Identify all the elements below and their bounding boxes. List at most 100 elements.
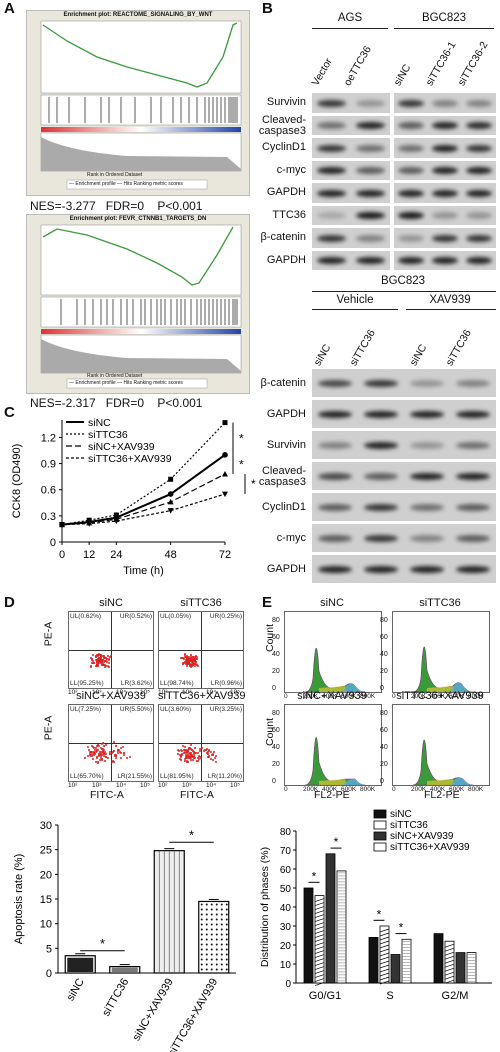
flow-dot-3-97	[185, 754, 188, 757]
wb2-band-5-0	[317, 535, 353, 542]
cycle-g1-peak-3	[412, 739, 474, 785]
apop-bar-dot-3-134-222	[220, 938, 223, 941]
flow-dot-3-82	[179, 754, 182, 757]
flow-dot-0-27	[104, 666, 107, 669]
flow-dot-3-64	[186, 757, 189, 760]
flow-dot-2-9	[122, 745, 125, 748]
wb2-band-0-3	[455, 380, 491, 387]
phases-ytick-label-1: 10	[280, 960, 292, 971]
flow-dot-1-96	[185, 659, 188, 662]
wb1-label-2: CyclinD1	[261, 141, 306, 154]
wb2-band-3-2	[409, 473, 445, 480]
flow-dot-3-99	[215, 754, 218, 757]
phases-legend-swatch-2	[373, 831, 387, 841]
wb2-group-line-2	[406, 309, 496, 310]
flow-dot-1-45	[196, 658, 199, 661]
apop-bar-dot-3-129-202	[200, 933, 203, 936]
gsea-graph-1	[40, 20, 242, 190]
flow-ur-0: UR(0.52%)	[119, 613, 152, 620]
flow-dot-0-46	[90, 665, 93, 668]
flow-dot-2-102	[95, 756, 98, 759]
flow-dot-0-106	[102, 660, 105, 663]
flow-dot-1-98	[189, 658, 192, 661]
cycle-xtick-0-0: 0	[284, 693, 288, 700]
wb2-cell-label: BGC823	[380, 275, 426, 287]
flow-dot-0-85	[92, 660, 95, 663]
flow-dot-1-58	[186, 660, 189, 663]
flow-dot-3-101	[186, 749, 189, 752]
flow-dot-3-86	[205, 752, 208, 755]
flow-title-3: siTTC36+XAV939	[158, 690, 246, 702]
wb2-band-0-0	[317, 380, 353, 387]
apop-bar-dot-3-99-207	[205, 903, 208, 906]
flow-dot-0-92	[97, 654, 100, 657]
apop-bar-dot-3-109-222	[220, 913, 223, 916]
phases-legend-2: siNC+XAV939	[390, 831, 454, 842]
wb1-band-5-1	[355, 212, 386, 220]
apop-bar-dot-3-134-207	[205, 938, 208, 941]
cck8-xtick-label-0: 0	[59, 549, 65, 561]
wb1-row-7-seg-0	[312, 250, 390, 270]
wb2-label-4: CyclinD1	[261, 500, 306, 513]
flow-vgate-2	[111, 705, 112, 781]
wb1-band-6-4	[466, 234, 492, 242]
phases-hatch-1-1-164	[379, 968, 390, 973]
flow-dot-0-109	[95, 664, 98, 667]
phases-hatch-2-1-159	[444, 963, 455, 968]
wb1-row-2-seg-0	[312, 138, 390, 158]
flow-dot-3-61	[186, 761, 189, 764]
wb1-row-3-seg-0	[312, 160, 390, 180]
flow-dot-0-91	[96, 662, 99, 665]
flow-dot-3-6	[195, 760, 198, 763]
apop-bar-dot-3-164-212	[210, 968, 213, 971]
cycle-xtick-2-3: 600K	[341, 786, 357, 793]
flow-dot-2-53	[98, 744, 101, 747]
apop-ytick-label-2: 10	[40, 919, 52, 931]
phases-legend-3: siTTC36+XAV939	[390, 842, 470, 853]
flow-dot-2-37	[94, 746, 97, 749]
panel-label-d: D	[4, 594, 15, 611]
wb2-label-6: GAPDH	[266, 562, 306, 575]
flow-dot-2-28	[111, 750, 114, 753]
flow-dot-2-81	[95, 760, 98, 763]
wb1-band-3-3	[432, 167, 458, 175]
wb1-row-6-seg-1	[394, 228, 496, 248]
wb2-band-2-3	[455, 442, 491, 449]
wb1-col-3: siNC	[391, 62, 414, 88]
apop-bar-dot-3-119-212	[210, 923, 213, 926]
cck8-point-1-3	[168, 476, 174, 482]
cck8-line-chart: 0 0.3 0.6 0.9 1.2 0 12 24 48 72 Time (h) CCK8 (OD49…	[11, 417, 256, 577]
flow-dot-3-2	[206, 755, 209, 758]
flow-dot-0-6	[89, 666, 92, 669]
cck8-point-0-4	[222, 452, 228, 458]
wb1-row-6-seg-0	[312, 228, 390, 248]
flow-xtick-2-2: 10⁴	[116, 782, 127, 789]
phases-hatch-0-1-94	[314, 898, 325, 902]
apop-bar-dot-3-139-202	[200, 943, 203, 946]
wb2-row-4-seg-0	[312, 493, 496, 521]
flow-dot-0-102	[101, 654, 104, 657]
apop-bar-fill-1	[111, 967, 138, 972]
flow-dot-3-80	[205, 748, 208, 751]
flow-dot-3-30	[179, 756, 182, 759]
flow-dot-2-107	[101, 754, 104, 757]
flow-dot-2-59	[110, 752, 113, 755]
phases-hatch-0-1-158	[314, 962, 325, 966]
wb1-band-2-1	[355, 144, 386, 152]
flow-dot-3-52	[215, 760, 218, 763]
phases-hatch-1-1-128	[379, 932, 390, 937]
wb1-band-0-2	[398, 99, 424, 107]
flow-dot-2-100	[90, 752, 93, 755]
wb1-row-5-seg-1	[394, 205, 496, 225]
apop-bar-dot-3-154-217	[215, 958, 218, 961]
phases-ytick-label-5: 50	[280, 884, 292, 895]
flow-dot-2-79	[103, 748, 106, 751]
flow-dot-1-80	[190, 653, 193, 656]
phases-hatch-2-1-151	[444, 955, 455, 960]
flow-lr-3: LR(11.20%)	[207, 773, 242, 780]
flow-dot-0-100	[99, 662, 102, 665]
flow-dot-2-57	[93, 752, 96, 755]
cck8-xtick-label-1: 12	[83, 549, 95, 561]
flow-dot-2-91	[100, 757, 103, 760]
flow-plot-0: UL(0.62%) UR(0.52%) LL(95.25%) LR(3.62%)	[68, 611, 154, 689]
